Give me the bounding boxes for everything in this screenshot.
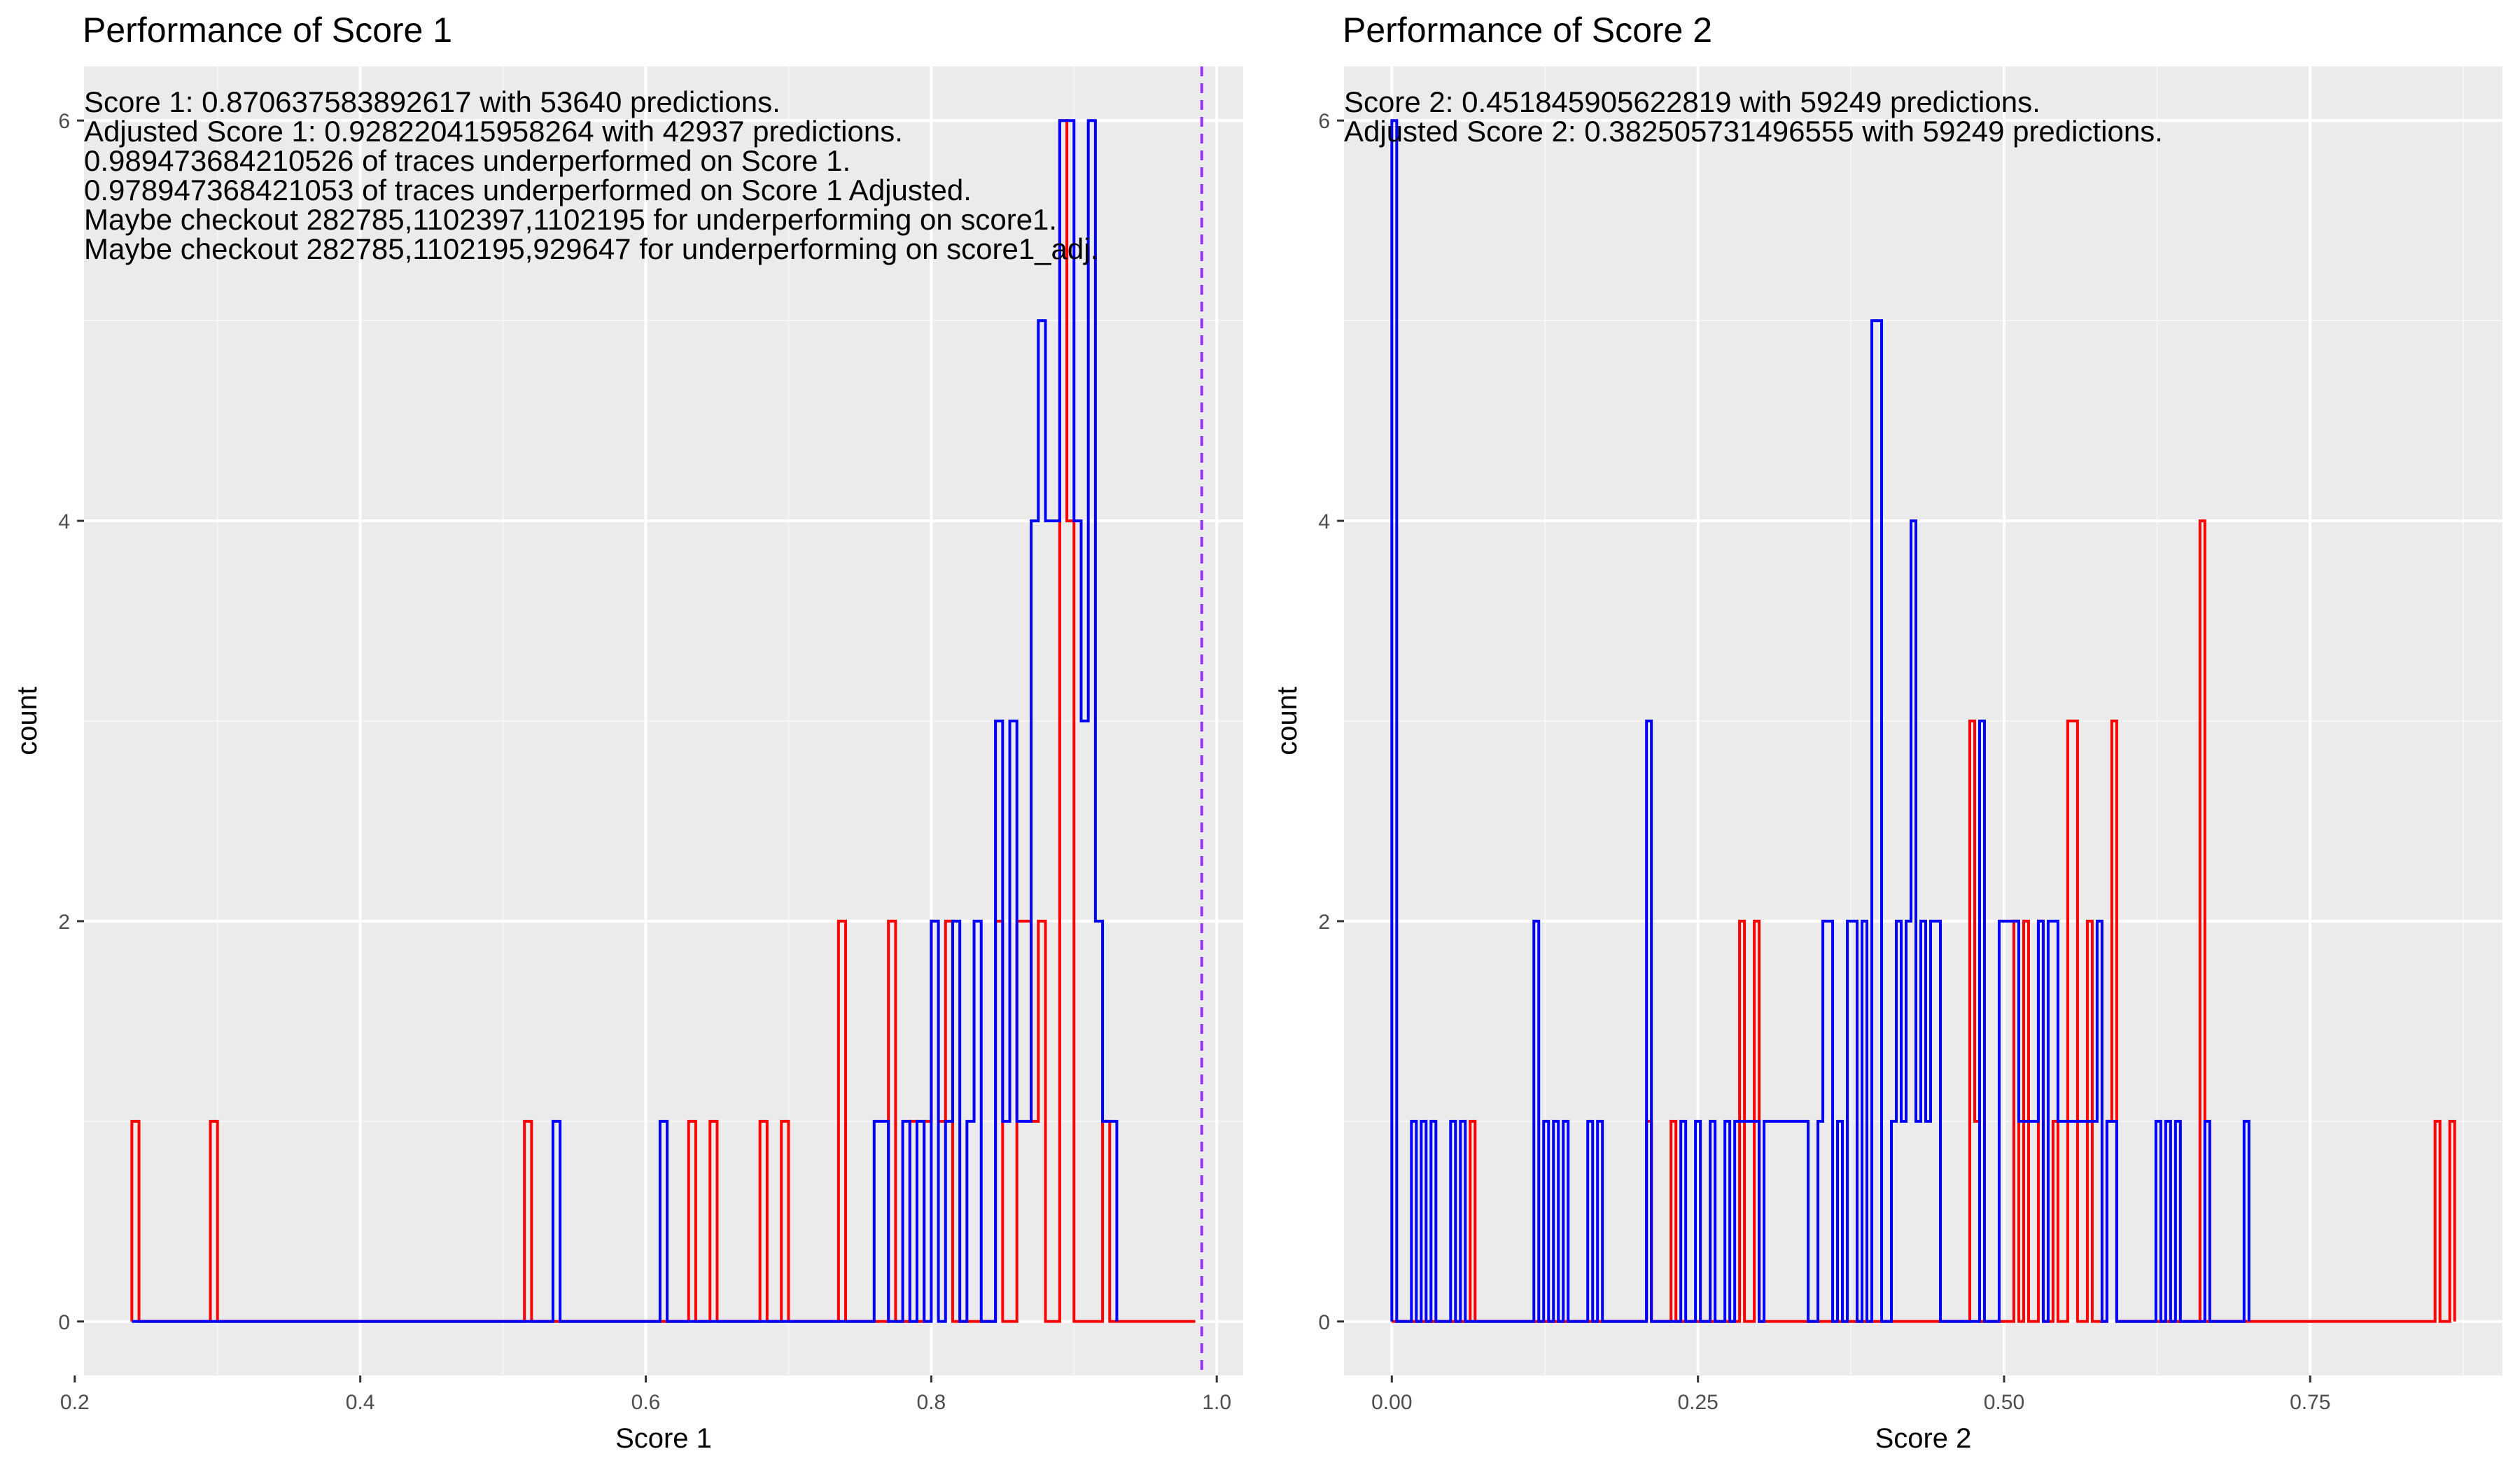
annotation-line: Adjusted Score 1: 0.928220415958264 with… (84, 115, 903, 148)
annotation-line: Maybe checkout 282785,1102195,929647 for… (84, 232, 1098, 265)
y-tick-label: 0 (58, 1311, 70, 1334)
y-tick-label: 4 (58, 510, 70, 533)
histogram-outline (132, 119, 1119, 1323)
annotation-line: Score 1: 0.870637583892617 with 53640 pr… (84, 85, 780, 118)
histogram-series-2 (1390, 119, 2250, 1323)
annotation-line: 0.989473684210526 of traces underperform… (84, 144, 850, 177)
x-tick-label: 0.00 (1371, 1391, 1412, 1414)
annotation-line: Maybe checkout 282785,1102397,1102195 fo… (84, 203, 1057, 236)
x-tick-label: 0.75 (2290, 1391, 2330, 1414)
x-axis-label: Score 1 (615, 1423, 712, 1454)
chart-title: Performance of Score 2 (1343, 10, 1712, 50)
chart-panel-1: 0.2 0.4 0.6 0.8 1.0 0 2 4 6 Score 1: 0.8706375838… (12, 10, 1243, 1454)
x-tick-label: 1.0 (1202, 1391, 1231, 1414)
annotation-line: Adjusted Score 2: 0.382505731496555 with… (1344, 115, 2163, 148)
y-tick-label: 0 (1318, 1311, 1330, 1334)
histogram-outline (1390, 119, 2250, 1323)
annotation-line: 0.978947368421053 of traces underperform… (84, 174, 972, 206)
y-tick-label: 6 (1318, 110, 1330, 133)
y-tick-label: 4 (1318, 510, 1330, 533)
histogram-series-2 (132, 119, 1119, 1323)
y-tick-label: 2 (1318, 911, 1330, 934)
annotation-line: Score 2: 0.451845905622819 with 59249 pr… (1344, 85, 2040, 118)
x-tick-label: 0.2 (60, 1391, 90, 1414)
x-axis-label: Score 2 (1875, 1423, 1972, 1454)
chart-panel-2: 0.00 0.25 0.50 0.75 0 2 4 6 Score 2: 0.451845905… (1272, 10, 2502, 1454)
x-tick-label: 0.4 (346, 1391, 375, 1414)
y-tick-label: 6 (58, 110, 70, 133)
y-axis-label: count (12, 687, 43, 755)
chart-title: Performance of Score 1 (83, 10, 452, 50)
x-tick-label: 0.50 (1984, 1391, 2024, 1414)
x-tick-label: 0.8 (917, 1391, 946, 1414)
y-axis-label: count (1272, 687, 1303, 755)
x-tick-label: 0.6 (631, 1391, 661, 1414)
y-tick-label: 2 (58, 911, 70, 934)
x-tick-label: 0.25 (1677, 1391, 1718, 1414)
